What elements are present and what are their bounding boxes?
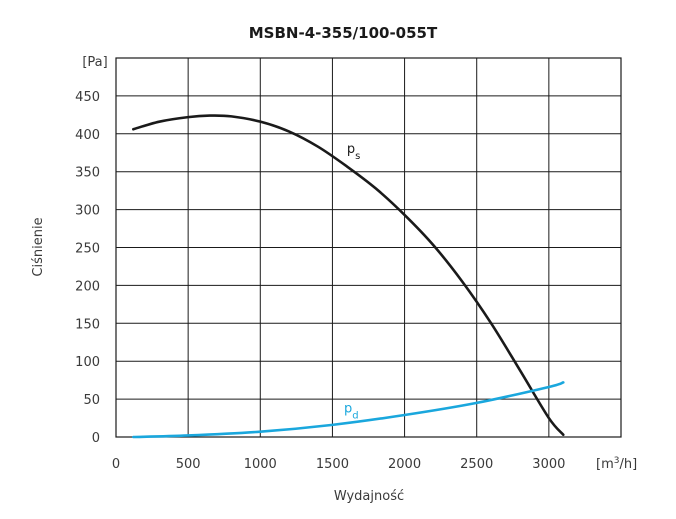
series-label-main: p <box>347 142 355 157</box>
series-label-sub: d <box>352 410 358 421</box>
series-label-pd: pd <box>344 402 359 422</box>
x-unit-sup: 3 <box>614 456 620 466</box>
x-unit-tail: /h] <box>619 457 637 472</box>
x-tick-label: 3000 <box>532 457 565 472</box>
series-line-ps <box>132 114 565 437</box>
x-unit-base: [m <box>596 457 614 472</box>
y-tick-label: 450 <box>75 90 100 105</box>
y-unit-label: [Pa] <box>82 55 107 70</box>
y-tick-label: 100 <box>75 355 100 370</box>
series-label-ps: ps <box>347 142 360 162</box>
x-tick-label: 2000 <box>388 457 421 472</box>
x-tick-label: 500 <box>176 457 201 472</box>
x-axis-label: Wydajność <box>334 489 404 504</box>
y-axis-label: Ciśnienie <box>31 217 46 276</box>
x-tick-label: 0 <box>112 457 120 472</box>
y-tick-label: 50 <box>83 393 100 408</box>
chart-title: MSBN-4-355/100-055T <box>249 24 438 42</box>
x-tick-labels: 0 500 1000 1500 2000 2500 3000 <box>112 457 566 472</box>
x-tick-label: 1500 <box>316 457 349 472</box>
x-tick-label: 2500 <box>460 457 493 472</box>
y-tick-label: 350 <box>75 166 100 181</box>
grid <box>115 57 622 438</box>
x-unit-label: [m3/h] <box>596 456 637 472</box>
y-tick-label: 200 <box>75 279 100 294</box>
y-tick-labels: 0 50 100 150 200 250 300 350 400 450 <box>75 90 100 446</box>
series-line-pd <box>132 381 565 439</box>
series-label-sub: s <box>355 150 360 161</box>
plot-frame <box>115 57 622 438</box>
y-tick-label: 0 <box>92 431 100 446</box>
y-tick-label: 300 <box>75 204 100 219</box>
y-tick-label: 400 <box>75 128 100 143</box>
y-tick-label: 250 <box>75 242 100 257</box>
x-tick-label: 1000 <box>244 457 277 472</box>
series-label-main: p <box>344 402 352 417</box>
y-tick-label: 150 <box>75 317 100 332</box>
